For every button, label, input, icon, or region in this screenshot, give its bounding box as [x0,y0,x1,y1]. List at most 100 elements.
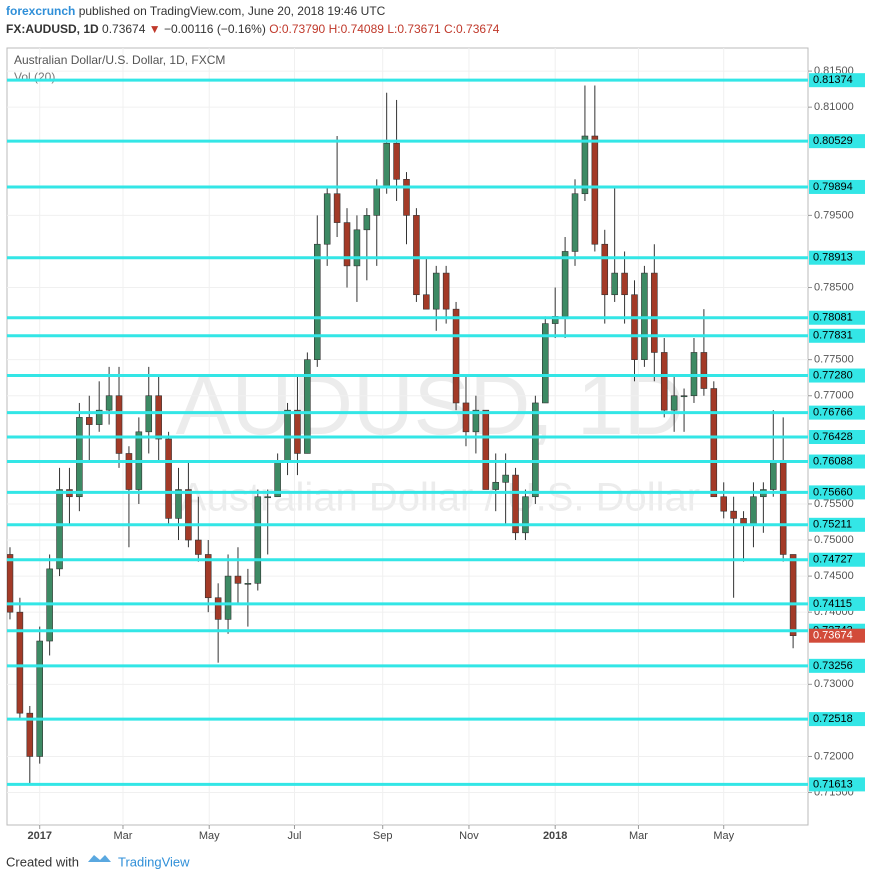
open: O:0.73790 [269,22,326,36]
candle-body [730,510,737,519]
level-label-box [809,405,865,420]
x-tick-label: 2018 [543,830,567,842]
candle-body [581,135,589,195]
candle-body [204,554,212,599]
y-tick-label: 0.77000 [814,390,854,402]
x-tick-label: Jul [287,830,301,842]
candle-body [403,179,410,216]
candle-body [720,496,727,512]
last: 0.73674 [102,22,146,36]
candle-body [16,611,24,714]
candle-body [591,135,599,245]
candle-body [542,323,549,404]
level-label-box [809,517,865,532]
quote-line: FX:AUDUSD, 1D 0.73674 ▼ −0.00116 (−0.16%… [6,22,499,36]
candle-body [26,712,34,757]
candle-body [234,575,242,584]
y-tick-label: 0.78500 [814,281,854,293]
candle-body [185,489,192,541]
candle-body [770,460,777,490]
candle-body [432,272,440,310]
candle-body [155,395,162,440]
author-link[interactable]: forexcrunch [6,4,76,18]
candle-body [502,474,509,483]
candle-body [36,640,43,757]
tv-logo [88,855,111,862]
candle-body [452,308,460,404]
candle-body [571,193,579,252]
candle-body [353,229,361,267]
change: −0.00116 (−0.16%) [163,22,266,36]
candle-body [165,438,172,519]
level-label: 0.76766 [813,407,853,419]
candle-body [611,272,618,296]
candle-body [779,460,787,555]
chart-title: Australian Dollar/U.S. Dollar, 1D, FXCM [14,53,225,67]
candle-body [7,554,14,613]
level-label-box [809,454,865,469]
candle-body [105,395,113,411]
candle-body [601,243,609,296]
candle-body [224,575,232,620]
candle-body [323,193,331,245]
level-label-box [809,134,865,149]
level-label-box [809,328,865,343]
level-label: 0.72518 [813,713,853,725]
candle-body [314,243,321,360]
candle-body [710,388,718,498]
candle-body [363,215,371,231]
candle-body [660,352,668,411]
x-tick-label: 2017 [27,830,51,842]
x-tick-label: Mar [629,830,648,842]
candle-body [264,496,271,499]
candle-body [56,489,63,570]
y-tick-label: 0.75000 [814,534,854,546]
x-tick-label: May [199,830,220,842]
level-label: 0.73256 [813,660,853,672]
candle-body [621,272,628,296]
level-label-box [809,596,865,611]
level-label: 0.77831 [813,330,853,342]
candle-body [651,272,658,353]
level-label-box [809,73,865,88]
level-label-box [809,777,865,792]
candle-body [423,294,430,310]
symbol: FX:AUDUSD, 1D [6,22,99,36]
candle-body [333,193,341,223]
level-label: 0.78081 [813,312,853,324]
candle-body [214,597,222,620]
footer-created: Created with [6,854,79,869]
level-label: 0.76428 [813,431,853,443]
y-tick-label: 0.75500 [814,498,854,510]
y-tick-label: 0.81000 [814,101,854,113]
candle-body [383,142,390,187]
level-label: 0.79894 [813,181,853,193]
level-label: 0.81374 [813,74,853,86]
footer-brand[interactable]: TradingView [118,854,190,869]
candle-body [750,496,757,526]
y-tick-label: 0.74500 [814,570,854,582]
candle-body [294,409,301,454]
level-label: 0.74115 [813,598,852,610]
candle-body [284,409,291,461]
level-label-box [809,485,865,500]
candle-body [304,359,311,454]
candle-body [86,417,93,425]
candle-body [373,186,381,216]
indicator-label: Vol (20) [14,70,55,84]
candle-body [95,409,103,425]
level-label-box [809,368,865,383]
x-tick-label: Nov [459,830,479,842]
candle-body [700,352,708,389]
candle-body [492,482,499,490]
candle-body [343,222,351,267]
close: C:0.73674 [444,22,500,36]
level-label-box [809,179,865,194]
candle-body [175,489,182,519]
publish-info: published on TradingView.com, June 20, 2… [78,4,386,18]
candle-body [244,583,252,585]
candle-body [522,496,529,534]
candle-body [76,417,83,498]
